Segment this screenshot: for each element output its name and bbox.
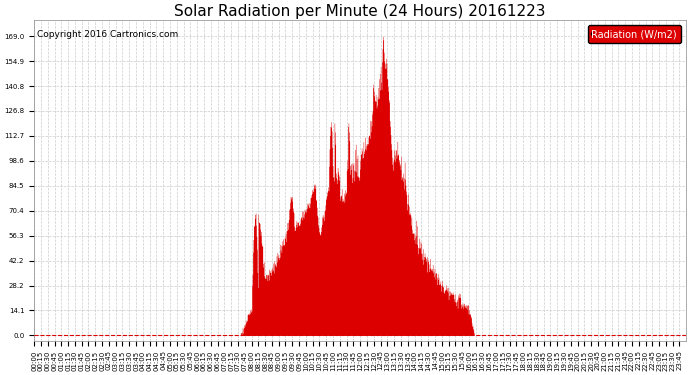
Title: Solar Radiation per Minute (24 Hours) 20161223: Solar Radiation per Minute (24 Hours) 20… [175,4,546,19]
Legend: Radiation (W/m2): Radiation (W/m2) [588,25,681,43]
Text: Copyright 2016 Cartronics.com: Copyright 2016 Cartronics.com [37,30,179,39]
